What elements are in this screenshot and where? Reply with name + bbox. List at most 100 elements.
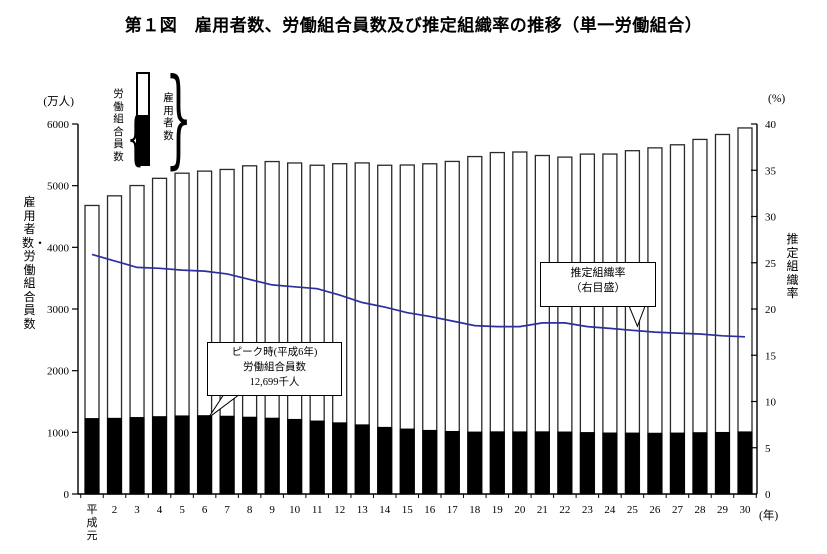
x-axis-category-label: 5 bbox=[179, 504, 185, 516]
left-axis-unit-label: (万人) bbox=[43, 96, 74, 108]
x-axis-category-label: 成 bbox=[87, 516, 98, 529]
left-axis-tick-label: 3000 bbox=[47, 304, 70, 316]
x-axis-category-label: 26 bbox=[649, 504, 661, 516]
legend-union-segment bbox=[138, 115, 148, 164]
x-axis-category-label: 28 bbox=[694, 504, 706, 516]
x-axis-category-label: 8 bbox=[247, 504, 253, 516]
bar-union-members bbox=[669, 432, 685, 495]
x-axis-category-label: 平 bbox=[87, 504, 98, 516]
legend-employees-label: 雇用者数 bbox=[163, 93, 174, 142]
bar-union-members bbox=[557, 431, 573, 495]
right-axis-tick-label: 0 bbox=[765, 489, 771, 501]
x-axis-category-label: 29 bbox=[717, 504, 729, 516]
x-axis-category-label: 16 bbox=[424, 504, 436, 516]
rate-annotation-line1: 推定組織率 bbox=[570, 267, 626, 279]
right-axis-tick-label: 40 bbox=[765, 119, 777, 131]
bar-union-members bbox=[287, 418, 303, 495]
x-axis-category-label: 30 bbox=[740, 504, 752, 516]
figure-title: 第１図 雇用者数、労働組合員数及び推定組織率の推移（単一労働組合） bbox=[124, 16, 703, 35]
left-axis-tick-label: 0 bbox=[64, 489, 70, 501]
bar-union-members bbox=[354, 424, 370, 495]
bar-union-members bbox=[602, 432, 618, 495]
right-axis-tick-label: 30 bbox=[765, 212, 777, 224]
bar-union-members bbox=[152, 416, 168, 495]
x-axis-category-label: 18 bbox=[469, 504, 481, 516]
x-axis-category-label: 20 bbox=[514, 504, 526, 516]
left-axis-tick-label: 1000 bbox=[47, 427, 70, 439]
x-axis-category-label: 4 bbox=[157, 504, 163, 516]
right-axis-unit-label: (%) bbox=[768, 93, 786, 105]
x-axis-unit-label: (年) bbox=[759, 510, 779, 522]
bar-union-members bbox=[399, 428, 415, 495]
bar-union-members bbox=[107, 417, 123, 495]
bar-union-members bbox=[197, 415, 213, 495]
right-axis-tick-label: 35 bbox=[765, 165, 777, 177]
bar-union-members bbox=[624, 432, 640, 495]
bar-union-members bbox=[579, 432, 595, 495]
bar-union-members bbox=[129, 417, 145, 495]
x-axis-category-label: 22 bbox=[559, 504, 570, 516]
right-axis-title: 推定組織率 bbox=[786, 232, 799, 300]
legend: 労働組合員数 { } 雇用者数 bbox=[100, 65, 220, 180]
legend-union-members-label: 労働組合員数 bbox=[113, 89, 124, 163]
bar-union-members bbox=[467, 431, 483, 495]
x-axis-category-label: 15 bbox=[402, 504, 414, 516]
left-axis-tick-label: 5000 bbox=[47, 181, 70, 193]
legend-employees-bar bbox=[136, 72, 150, 166]
peak-annotation-line2: 労働組合員数 bbox=[243, 362, 306, 373]
x-axis-category-label: 7 bbox=[224, 504, 230, 516]
x-axis-category-label: 23 bbox=[582, 504, 594, 516]
peak-annotation-line1: ピーク時(平成6年) bbox=[231, 347, 318, 358]
rate-annotation-box: 推定組織率 （右目盛） bbox=[540, 262, 656, 307]
x-axis-category-label: 11 bbox=[312, 504, 323, 516]
x-axis-category-label: 12 bbox=[334, 504, 345, 516]
x-axis-category-label: 10 bbox=[289, 504, 301, 516]
bar-union-members bbox=[174, 415, 190, 495]
x-axis-category-label: 21 bbox=[537, 504, 548, 516]
x-axis-category-label: 17 bbox=[447, 504, 459, 516]
right-axis-tick-label: 15 bbox=[765, 350, 777, 362]
right-axis-tick-label: 25 bbox=[765, 258, 777, 270]
left-axis-tick-label: 4000 bbox=[47, 242, 70, 254]
bar-union-members bbox=[534, 431, 550, 495]
left-axis-tick-label: 6000 bbox=[47, 119, 70, 131]
bar-union-members bbox=[242, 416, 258, 495]
legend-right-brace: } bbox=[165, 56, 193, 180]
bar-union-members bbox=[219, 415, 235, 495]
x-axis-category-label: 6 bbox=[202, 504, 208, 516]
bar-union-members bbox=[444, 430, 460, 495]
x-axis-category-label: 27 bbox=[672, 504, 684, 516]
unionization-rate-line bbox=[91, 253, 746, 338]
x-axis-category-label: 25 bbox=[627, 504, 639, 516]
bar-union-members bbox=[489, 431, 505, 495]
bar-union-members bbox=[692, 432, 708, 495]
x-axis-category-label: 元 bbox=[87, 530, 98, 542]
peak-annotation-line3: 12,699千人 bbox=[249, 377, 300, 388]
rate-annotation-line2: （右目盛） bbox=[570, 282, 626, 294]
bar-union-members bbox=[264, 417, 280, 495]
left-axis-tick-label: 2000 bbox=[47, 366, 70, 378]
peak-annotation-box: ピーク時(平成6年) 労働組合員数 12,699千人 bbox=[207, 342, 342, 396]
right-axis-tick-label: 10 bbox=[765, 397, 777, 409]
x-axis-category-label: 2 bbox=[112, 504, 118, 516]
bar-union-members bbox=[309, 420, 325, 495]
bar-union-members bbox=[737, 431, 753, 495]
x-axis-category-label: 24 bbox=[604, 504, 616, 516]
x-axis-category-label: 13 bbox=[357, 504, 369, 516]
bar-union-members bbox=[512, 431, 528, 495]
bar-union-members bbox=[332, 422, 348, 495]
bar-union-members bbox=[647, 432, 663, 495]
right-axis-tick-label: 20 bbox=[765, 304, 777, 316]
x-axis-category-label: 9 bbox=[269, 504, 275, 516]
bar-union-members bbox=[377, 426, 393, 495]
x-axis-category-label: 14 bbox=[379, 504, 391, 516]
bar-union-members bbox=[84, 418, 100, 495]
right-axis-tick-label: 5 bbox=[765, 443, 771, 455]
left-axis-title: 雇用者数・労働組合員数 bbox=[22, 195, 47, 331]
x-axis-category-label: 3 bbox=[134, 504, 140, 516]
x-axis-category-label: 19 bbox=[492, 504, 504, 516]
bar-union-members bbox=[422, 429, 438, 495]
bar-union-members bbox=[714, 431, 730, 495]
